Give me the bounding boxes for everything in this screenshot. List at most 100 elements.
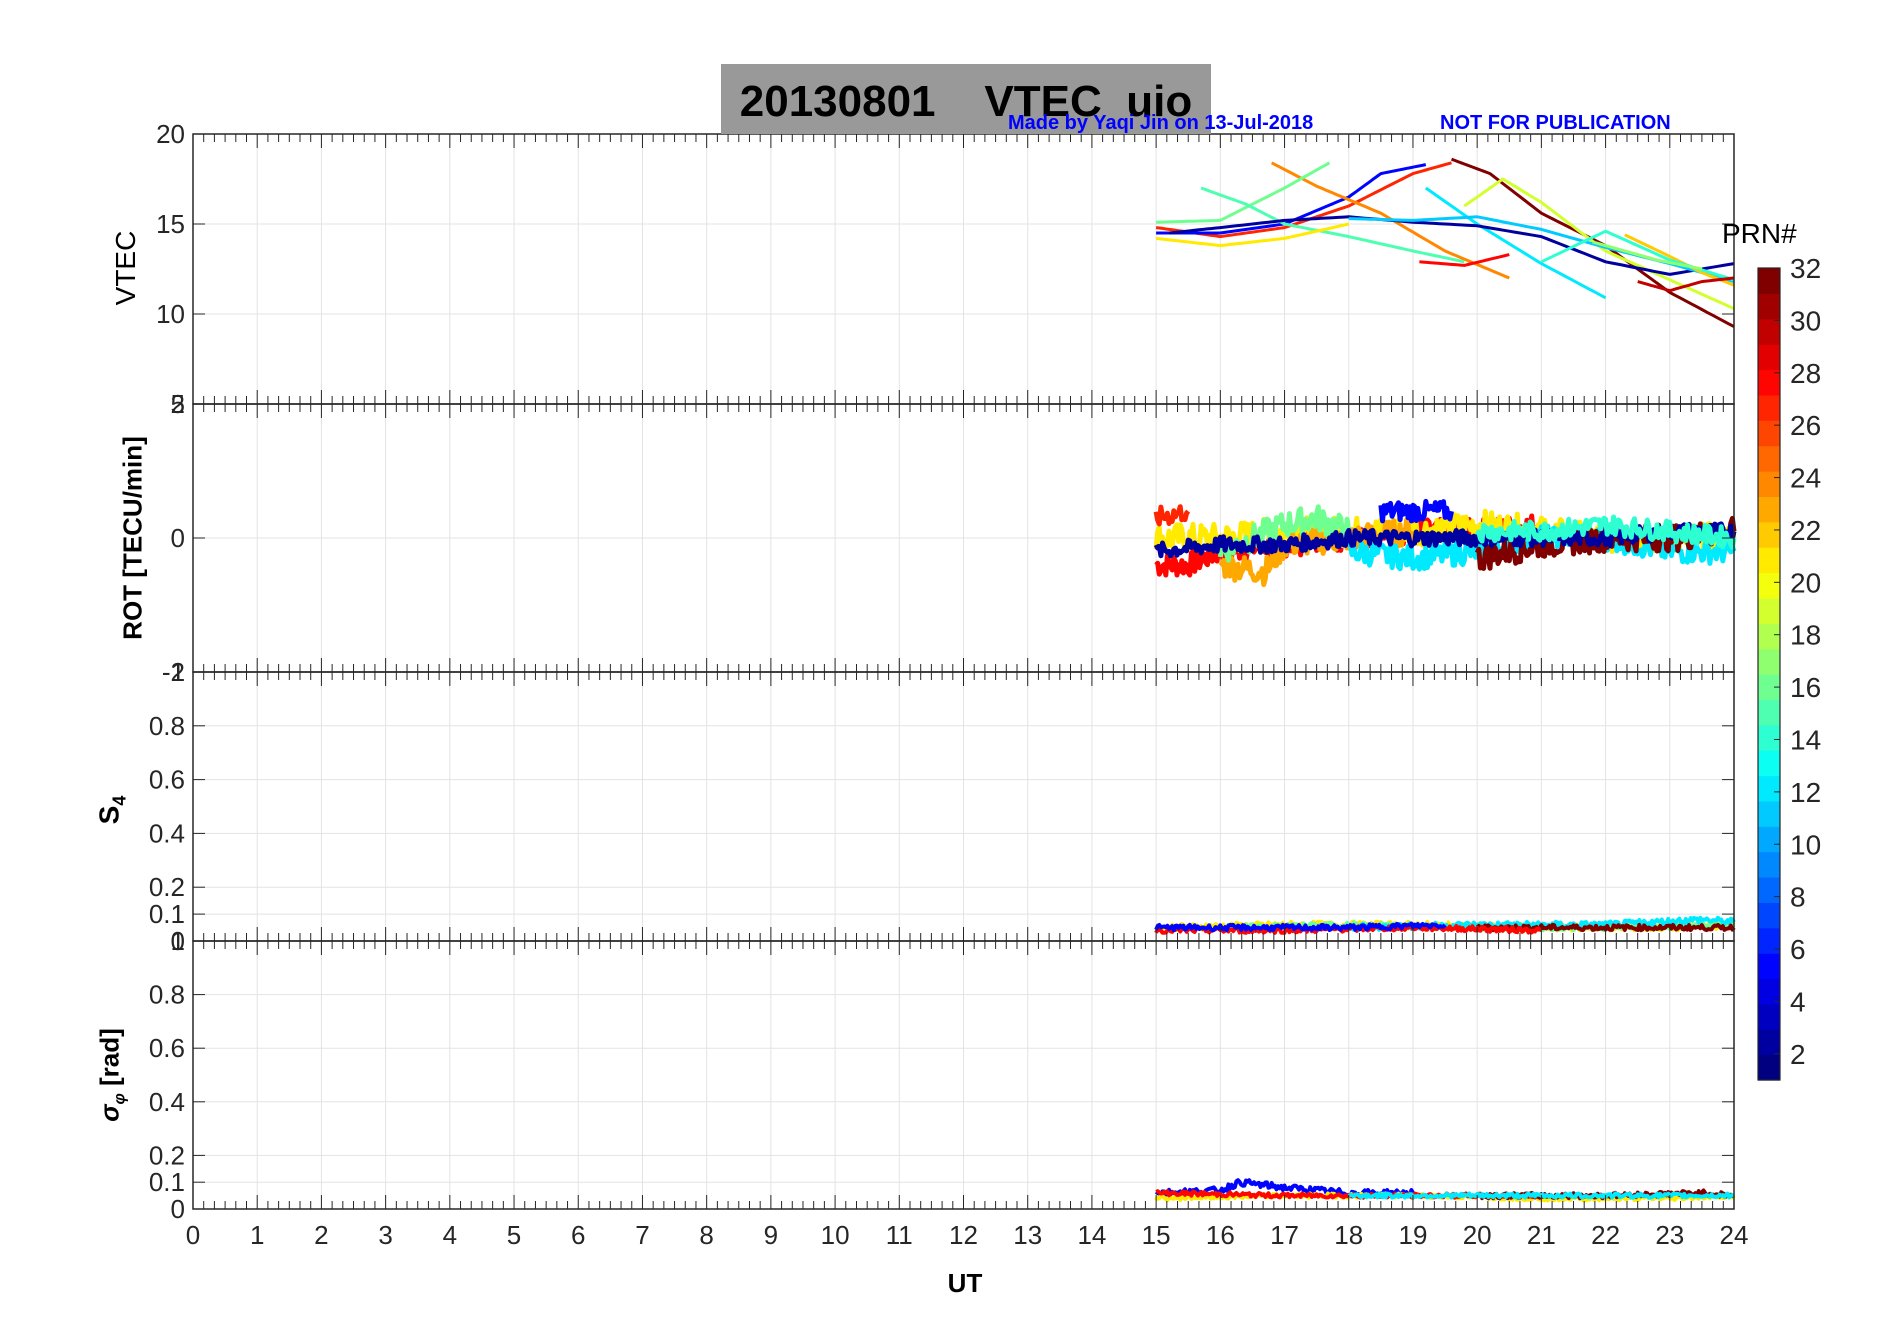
colorbar-segment (1758, 927, 1780, 954)
series-prn-5 (1154, 921, 1447, 933)
y-tick-label-overlap: 5 (171, 389, 185, 419)
series-prn-14 (1540, 229, 1735, 282)
colorbar-tick-label: 8 (1790, 882, 1806, 913)
x-tick-label: 24 (1720, 1220, 1749, 1250)
colorbar-segment (1758, 496, 1780, 523)
colorbar-segment (1758, 851, 1780, 878)
colorbar-segment (1758, 1054, 1780, 1081)
colorbar-segment (1758, 394, 1780, 421)
colorbar-segment (1758, 775, 1780, 802)
series-prn-27 (1153, 504, 1191, 527)
series-prn-2 (1168, 215, 1735, 276)
y-tick-label: 0 (171, 523, 185, 553)
title-background (721, 64, 1211, 134)
y-tick-label: 0 (171, 1194, 185, 1224)
colorbar-segment (1758, 648, 1780, 675)
colorbar-segment (1758, 1029, 1780, 1056)
series-prn-16 (1156, 161, 1331, 224)
colorbar-tick-label: 16 (1790, 672, 1821, 703)
y-tick-label: 0.6 (149, 765, 185, 795)
x-tick-label: 13 (1013, 1220, 1042, 1250)
colorbar-segment (1758, 877, 1780, 903)
x-tick-label: 1 (250, 1220, 264, 1250)
colorbar-segment (1758, 293, 1780, 320)
y-tick-label: 0.4 (149, 818, 185, 848)
colorbar-box (1757, 267, 1781, 1081)
y-tick-label: 1 (171, 657, 185, 687)
y-tick-label: 2 (171, 389, 185, 419)
y-tick-label: -2 (162, 657, 185, 687)
x-tick-label: 8 (699, 1220, 713, 1250)
series-prn-17 (1592, 240, 1703, 271)
y-tick-label: 0.1 (149, 1167, 185, 1197)
rot-ylabel: ROT [TECU/min] (117, 436, 148, 640)
publication-notice: NOT FOR PUBLICATION (1440, 112, 1671, 134)
chart-title: 20130801 VTEC uio (739, 77, 1193, 126)
x-tick-label: 23 (1655, 1220, 1684, 1250)
y-tick-label: 10 (156, 299, 185, 329)
colorbar-label: PRN# (1722, 218, 1797, 249)
series-prn-22 (1624, 233, 1735, 287)
x-tick-label: 2 (314, 1220, 328, 1250)
colorbar-tick-label: 32 (1790, 253, 1821, 284)
y-tick-label: 0.8 (149, 980, 185, 1010)
series-prn-30 (1637, 276, 1735, 293)
colorbar-tick-label: 14 (1790, 724, 1821, 755)
x-tick-label: 17 (1270, 1220, 1299, 1250)
x-tick-label: 12 (949, 1220, 978, 1250)
colorbar-segment (1758, 1003, 1780, 1030)
x-tick-label: 14 (1077, 1220, 1106, 1250)
colorbar-segment (1758, 547, 1780, 574)
series-prn-14 (1475, 514, 1737, 550)
x-tick-label: 3 (378, 1220, 392, 1250)
x-tick-label: 0 (186, 1220, 200, 1250)
colorbar-tick-label: 2 (1790, 1039, 1806, 1070)
series-prn-5 (1378, 498, 1454, 524)
y-tick-label: 20 (156, 119, 185, 149)
colorbar-segment (1758, 344, 1780, 371)
series-prn-21 (1155, 222, 1350, 248)
colorbar-segment (1758, 597, 1780, 624)
series-prn-12 (1424, 186, 1607, 300)
x-tick-label: 22 (1591, 1220, 1620, 1250)
y-tick-label-overlap: -1 (162, 657, 185, 687)
colorbar-tick-label: 10 (1790, 829, 1821, 860)
x-tick-label: 15 (1142, 1220, 1171, 1250)
x-tick-label: 5 (507, 1220, 521, 1250)
series-prn-32 (1450, 157, 1735, 328)
colorbar-tick-label: 18 (1790, 620, 1821, 651)
x-tick-label: 19 (1398, 1220, 1427, 1250)
colorbar-tick-label: 20 (1790, 567, 1821, 598)
colorbar-tick-label: 30 (1790, 305, 1821, 336)
colorbar-segment (1758, 953, 1780, 980)
colorbar-tick-label: 12 (1790, 777, 1821, 808)
colorbar-segment (1758, 750, 1780, 777)
colorbar-tick-label: 4 (1790, 986, 1806, 1017)
y-tick-label-overlap: 1 (171, 926, 185, 956)
y-tick-label: 0.2 (149, 872, 185, 902)
y-tick-label: 15 (156, 209, 185, 239)
s4-ylabel: S4 (93, 795, 130, 825)
colorbar-segment (1758, 445, 1780, 472)
colorbar-segment (1758, 674, 1780, 700)
y-tick-label: 0.1 (149, 899, 185, 929)
colorbar-tick-label: 22 (1790, 515, 1821, 546)
vtec-ylabel: VTEC (110, 230, 141, 306)
x-tick-label: 10 (821, 1220, 850, 1250)
y-tick-label: 0.6 (149, 1033, 185, 1063)
colorbar-segment (1758, 978, 1780, 1005)
series-prn-27 (1155, 161, 1452, 239)
x-tick-label: 7 (635, 1220, 649, 1250)
y-tick-label: 0 (171, 926, 185, 956)
x-axis-label: UT (947, 1268, 983, 1298)
colorbar-segment (1758, 572, 1780, 599)
x-tick-label: 21 (1527, 1220, 1556, 1250)
x-tick-label: 16 (1206, 1220, 1235, 1250)
colorbar-tick-label: 28 (1790, 358, 1821, 389)
colorbar-segment (1758, 902, 1780, 929)
colorbar-segment (1758, 471, 1780, 497)
series-prn-19 (1463, 177, 1735, 310)
y-tick-label: 0.4 (149, 1087, 185, 1117)
x-tick-label: 20 (1463, 1220, 1492, 1250)
